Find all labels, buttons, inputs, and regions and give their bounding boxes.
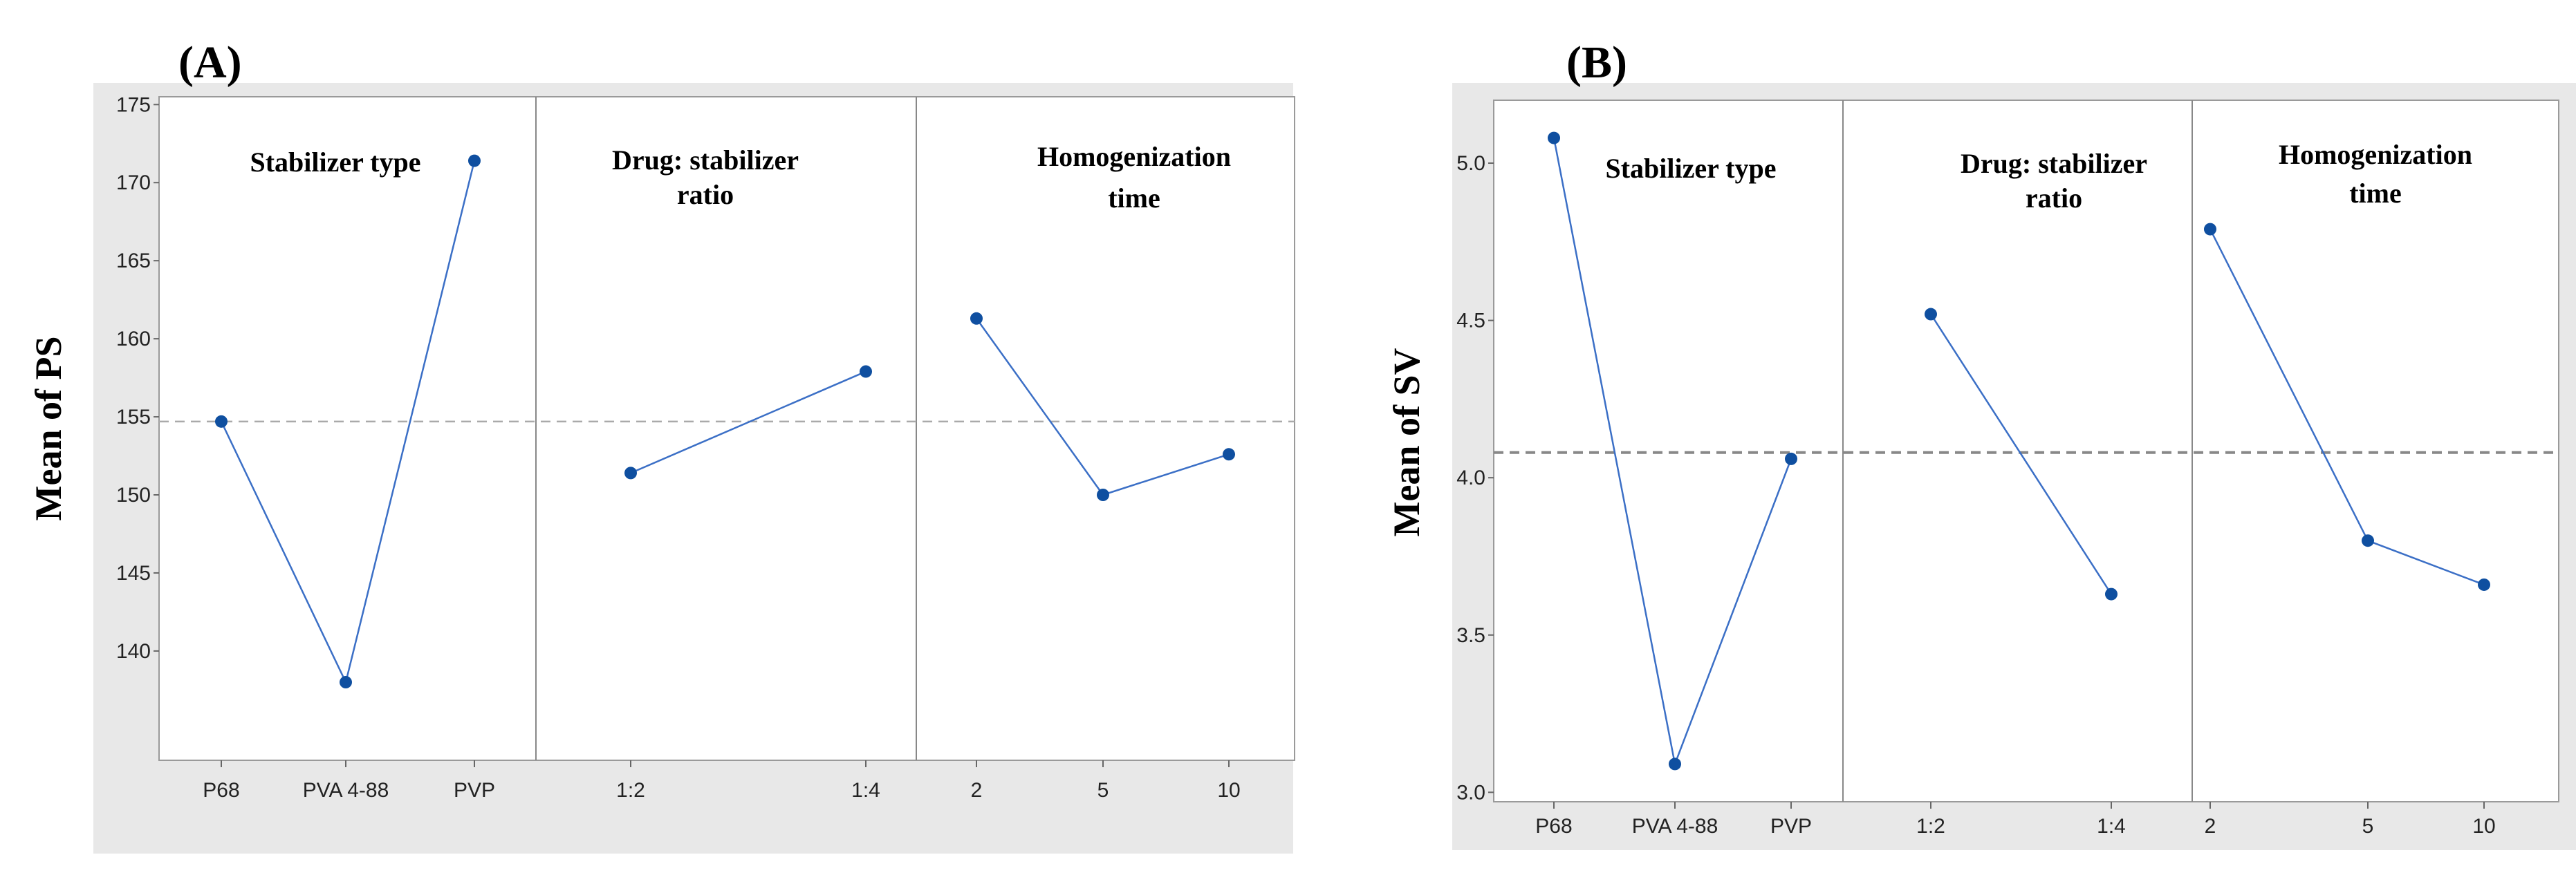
x-tick-label: 1:2 xyxy=(616,779,645,802)
facet-title: Homogenization xyxy=(2279,139,2472,170)
x-tick-label: 10 xyxy=(2472,815,2495,838)
y-tick-label: 3.0 xyxy=(1456,781,1485,804)
data-point xyxy=(624,467,637,480)
x-tick-label: PVP xyxy=(1770,815,1812,838)
data-point xyxy=(1925,308,1937,321)
y-tick-label: 4.5 xyxy=(1456,310,1485,332)
x-tick-label: 5 xyxy=(2362,815,2374,838)
x-tick-label: 2 xyxy=(2205,815,2216,838)
plot-area xyxy=(1493,100,2559,802)
data-point xyxy=(1669,758,1681,771)
y-tick-label: 140 xyxy=(116,640,151,663)
series-line xyxy=(630,370,867,474)
y-axis-label: Mean of SV xyxy=(1386,348,1427,537)
facet-title: Drug: stabilizer xyxy=(612,144,799,176)
y-tick-label: 5.0 xyxy=(1456,152,1485,175)
facet-title: ratio xyxy=(2026,182,2082,214)
data-point xyxy=(2105,587,2118,601)
data-point xyxy=(2478,578,2490,591)
facet-title: Homogenization xyxy=(1037,141,1231,172)
data-point xyxy=(860,365,872,378)
x-tick-label: 1:2 xyxy=(1916,815,1945,838)
x-tick-label: 1:4 xyxy=(2097,815,2126,838)
y-tick-label: 145 xyxy=(116,562,151,585)
x-tick-label: 2 xyxy=(971,779,983,802)
y-tick-label: 3.5 xyxy=(1456,624,1485,647)
series-line xyxy=(1929,313,2113,595)
facet-title: Stabilizer type xyxy=(1605,153,1776,184)
y-tick-label: 165 xyxy=(116,250,151,272)
y-axis-label: Mean of PS xyxy=(28,337,69,521)
data-point xyxy=(1548,131,1560,144)
data-point xyxy=(2204,223,2216,236)
data-point xyxy=(1097,489,1109,501)
y-tick-label: 170 xyxy=(116,171,151,194)
x-tick-label: 10 xyxy=(1217,779,1240,802)
plot-area xyxy=(158,96,1295,761)
x-tick-label: P68 xyxy=(203,779,239,802)
data-point xyxy=(2362,534,2374,547)
data-point xyxy=(468,154,481,167)
facet-title: ratio xyxy=(677,179,734,210)
panel-label: (B) xyxy=(1566,37,1627,88)
y-tick-label: 155 xyxy=(116,406,151,429)
data-point xyxy=(970,312,983,325)
data-point xyxy=(340,676,352,689)
y-tick-label: 4.0 xyxy=(1456,467,1485,489)
x-tick-label: PVP xyxy=(454,779,495,802)
y-tick-label: 175 xyxy=(116,93,151,116)
data-point xyxy=(215,415,228,428)
data-point xyxy=(1223,448,1235,461)
panel-label: (A) xyxy=(178,37,242,88)
x-tick-label: PVA 4-88 xyxy=(1632,815,1718,838)
facet-title: Drug: stabilizer xyxy=(1961,148,2147,179)
data-point xyxy=(1785,452,1797,465)
y-tick-label: 150 xyxy=(116,484,151,507)
facet-title: Stabilizer type xyxy=(250,147,420,178)
y-tick-label: 160 xyxy=(116,328,151,350)
x-tick-label: 1:4 xyxy=(851,779,880,802)
x-tick-label: PVA 4-88 xyxy=(303,779,389,802)
x-tick-label: P68 xyxy=(1535,815,1572,838)
x-tick-label: 5 xyxy=(1097,779,1109,802)
facet-title: time xyxy=(2349,178,2402,209)
facet-title: time xyxy=(1108,182,1160,214)
chart-b-main-effects-sv: 3.0 3.5 4.0 4.5 5.0 Stabilizer type P68 PVA 4-8… xyxy=(1386,37,2576,850)
chart-a-main-effects-ps: 140 145 150 155 160 165 170 175 Stabilizer type P… xyxy=(28,37,1295,854)
